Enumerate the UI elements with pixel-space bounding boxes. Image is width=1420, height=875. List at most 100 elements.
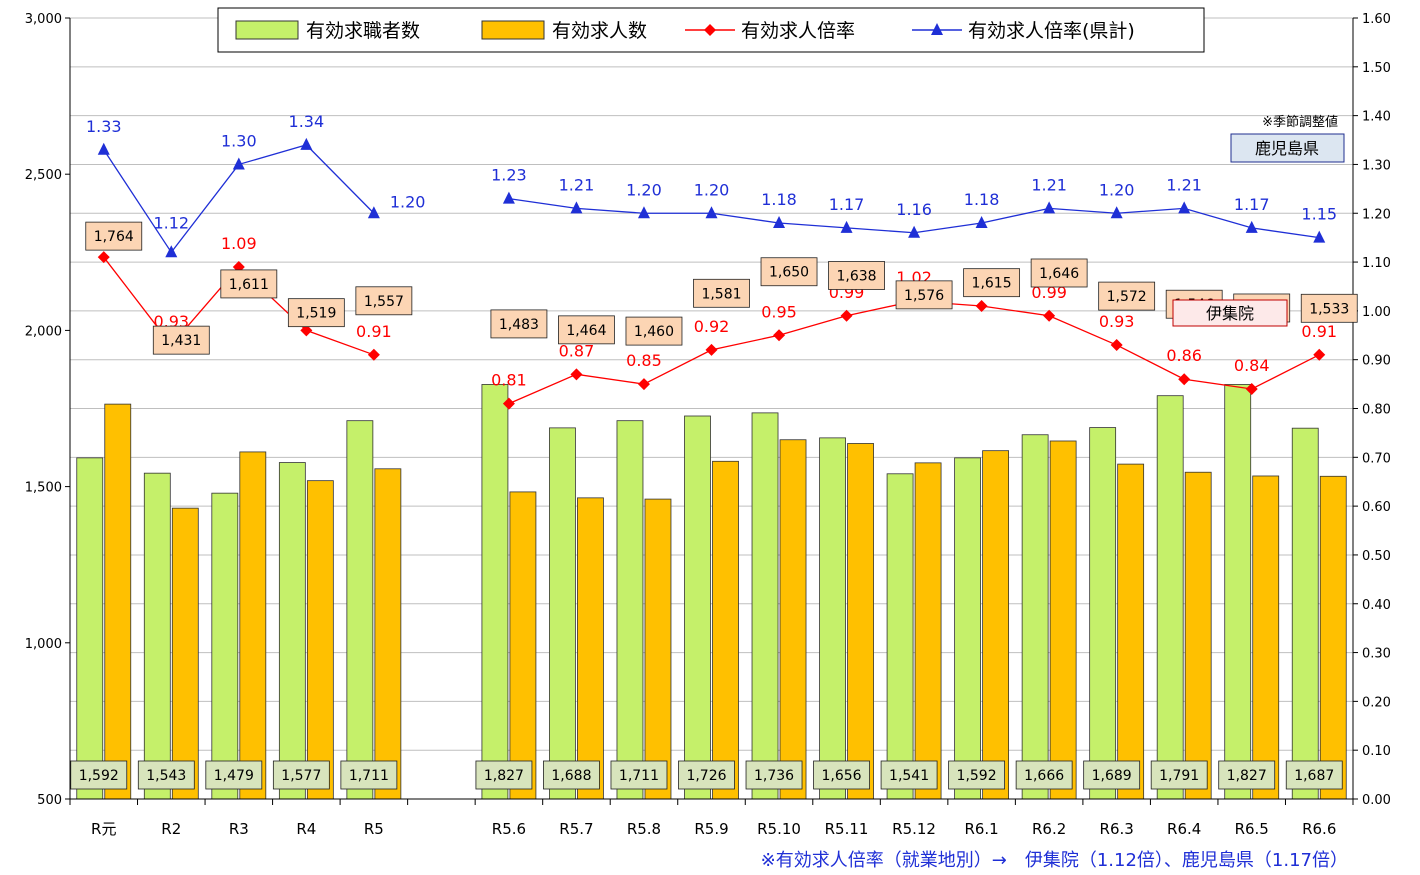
left-tick-label: 1,000 [25,637,62,652]
ratio-data-label: 0.84 [1234,356,1270,375]
ratio-data-label: 0.99 [1031,283,1067,302]
jobseekers-data-label: 1,827 [484,768,524,784]
openings-data-label: 1,557 [364,294,404,310]
bar-openings [982,450,1010,800]
jobseekers-data-label-box [745,760,803,790]
jobseekers-data-label-box [543,760,600,790]
legend-marker [931,23,943,35]
right-tick-label: 0.50 [1362,549,1391,564]
pref-ratio-point [1110,206,1123,219]
jobseekers-data-label-box [678,760,735,790]
ratio-point [570,368,583,381]
pref-ratio-data-label: 1.20 [626,180,662,199]
jobseekers-data-label-box [340,760,398,790]
jobseekers-data-label-box [880,760,938,790]
ratio-data-label: 0.87 [559,341,595,360]
bar-jobseekers [684,415,711,800]
bar-jobseekers [954,457,982,800]
x-tick-label: R6.4 [1167,820,1201,838]
jobseekers-data-label: 1,577 [281,768,321,784]
openings-data-label: 1,615 [972,276,1012,292]
ratio-point [705,343,718,356]
x-tick-label: R3 [229,820,249,838]
pref-ratio-data-label: 1.18 [964,190,1000,209]
jobseekers-data-label: 1,666 [1024,768,1064,784]
bar-openings [712,460,739,800]
openings-data-label: 1,650 [769,265,809,281]
bar-openings [104,403,132,800]
jobseekers-data-label-box [1218,760,1276,790]
bar-jobseekers [1089,427,1117,800]
jobseekers-data-label: 1,543 [146,768,186,784]
pref-ratio-data-label: 1.20 [694,180,730,199]
openings-data-label-box [490,309,548,339]
openings-data-label: 1,464 [566,323,606,339]
openings-data-label-box [963,268,1021,298]
openings-data-label: 1,638 [837,268,877,284]
jobseekers-data-label-box [137,760,195,790]
bar-jobseekers [278,462,306,800]
bar-openings [1184,471,1212,800]
bar-jobseekers [1291,427,1319,800]
jobseekers-data-label: 1,656 [822,768,862,784]
legend-marker [704,24,716,36]
pref-ratio-data-label: 1.12 [153,213,189,232]
right-tick-label: 0.30 [1362,647,1391,662]
jobseekers-data-label: 1,687 [1294,768,1334,784]
ratio-point [502,397,515,410]
bar-openings [914,462,942,800]
ratio-data-label: 0.92 [694,317,730,336]
local-box-label: 伊集院 [1206,304,1254,323]
legend-swatch [235,20,299,40]
bar-openings [171,507,199,800]
ratio-data-label: 0.95 [761,302,797,321]
right-tick-label: 0.10 [1362,744,1391,759]
x-tick-label: R5.7 [559,820,593,838]
pref-ratio-point [570,201,583,214]
pref-ratio-data-label: 1.30 [221,131,257,150]
openings-data-label: 1,431 [161,333,201,349]
pref-ratio-point [165,245,178,258]
x-tick-label: R5.8 [627,820,661,838]
right-tick-label: 1.60 [1362,12,1391,27]
x-tick-label: R6.1 [964,820,998,838]
left-tick-label: 500 [37,793,62,808]
right-tick-label: 1.40 [1362,110,1391,125]
pref-ratio-point [1313,230,1326,243]
footnote: ※有効求人倍率（就業地別）→ 伊集院（1.12倍）、鹿児島県（1.17倍） [760,850,1348,871]
pref-ratio-point [1245,220,1258,233]
pref-ratio-point [773,216,786,229]
openings-data-label: 1,611 [229,277,269,293]
bar-jobseekers [1156,395,1184,800]
right-tick-label: 0.60 [1362,500,1391,515]
bar-jobseekers [751,412,779,800]
openings-data-label: 1,460 [634,324,674,340]
bar-openings [1319,475,1347,800]
pref-ratio-data-label: 1.21 [1031,175,1067,194]
pref-ratio-point [637,206,650,219]
jobseekers-data-label-box [1083,760,1141,790]
jobseekers-data-label: 1,541 [889,768,929,784]
pref-ratio-point [840,220,853,233]
openings-data-label-box [85,221,143,251]
openings-data-label-box [1300,293,1358,323]
bar-jobseekers [1021,434,1049,800]
right-tick-label: 1.10 [1362,256,1391,271]
left-tick-label: 3,000 [25,12,62,27]
bar-jobseekers [616,420,644,800]
openings-data-label-box [693,278,750,308]
pref-ratio-data-label: 1.16 [896,200,932,219]
bar-jobseekers [76,457,104,800]
right-tick-label: 0.80 [1362,403,1391,418]
openings-data-label-box [287,298,345,328]
x-tick-label: R6.6 [1302,820,1336,838]
jobseekers-data-label: 1,791 [1159,768,1199,784]
pref-ratio-point [908,225,921,238]
openings-data-label: 1,581 [701,286,741,302]
jobseekers-data-label-box [610,760,668,790]
bar-jobseekers [346,420,374,800]
pref-ratio-data-label: 1.20 [1099,180,1135,199]
ratio-data-label: 0.85 [626,351,662,370]
bar-openings [509,491,537,800]
